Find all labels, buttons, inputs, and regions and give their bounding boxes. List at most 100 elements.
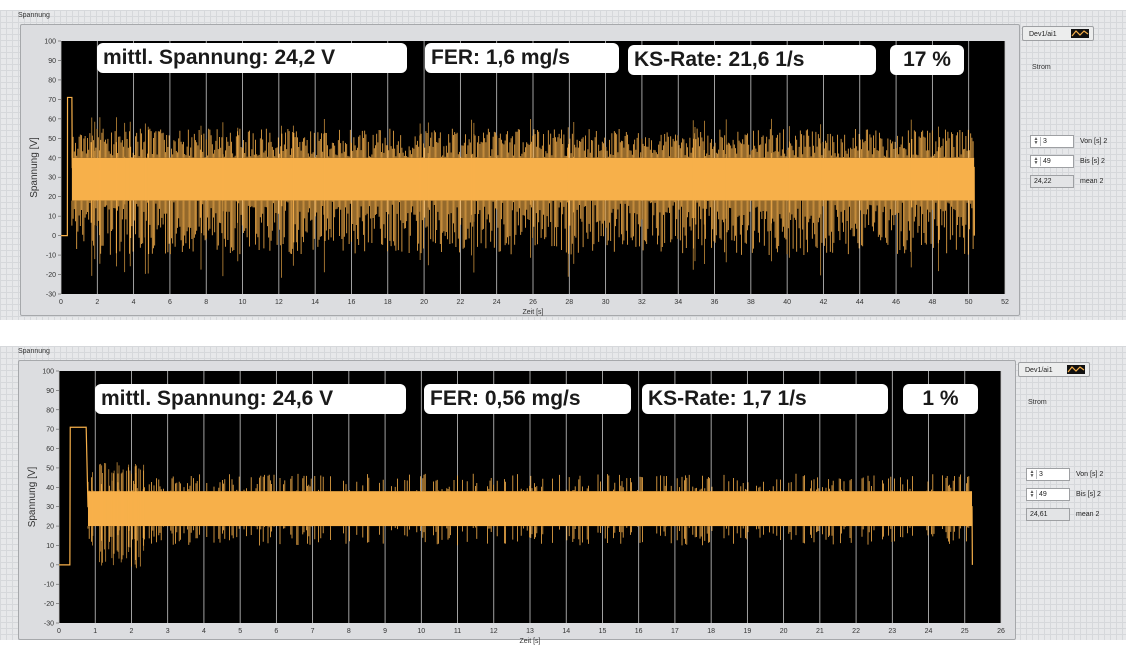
- signal-transients: [91, 117, 939, 278]
- y-tick-label: 40: [48, 155, 56, 162]
- x-tick-label: 26: [529, 299, 537, 306]
- bis-label: Bis [s] 2: [1076, 491, 1101, 498]
- y-tick-label: -20: [46, 272, 56, 279]
- x-tick-label: 14: [562, 628, 570, 635]
- signal-band: [71, 157, 975, 201]
- channel-label: Dev1/ai1: [1025, 367, 1053, 374]
- strom-label: Strom: [1028, 399, 1047, 406]
- x-tick-label: 1: [93, 628, 97, 635]
- x-tick-label: 44: [856, 299, 864, 306]
- y-tick-label: 100: [42, 369, 54, 376]
- y-tick-label: 90: [48, 58, 56, 65]
- y-tick-label: 80: [48, 77, 56, 84]
- von-input[interactable]: ▲ ▼ 3: [1030, 135, 1074, 148]
- y-tick-label: 70: [48, 97, 56, 104]
- signal-spikes: [87, 473, 970, 546]
- x-tick-label: 8: [347, 628, 351, 635]
- x-tick-label: 20: [420, 299, 428, 306]
- y-tick-label: 90: [46, 388, 54, 395]
- x-tick-label: 46: [892, 299, 900, 306]
- x-tick-label: 11: [454, 628, 461, 635]
- x-tick-label: 14: [311, 299, 319, 306]
- x-tick-label: 36: [711, 299, 719, 306]
- x-tick-label: 23: [888, 628, 896, 635]
- x-axis-label: Zeit [s]: [522, 309, 543, 316]
- y-tick-label: 10: [46, 543, 54, 550]
- x-tick-label: 4: [132, 299, 136, 306]
- ks-rate-label: KS-Rate: 21,6 1/s: [628, 45, 876, 75]
- x-tick-label: 17: [671, 628, 679, 635]
- mean-readout: 24,22: [1030, 175, 1074, 188]
- x-tick-label: 18: [384, 299, 392, 306]
- signal-band: [87, 491, 973, 527]
- y-tick-label: 50: [46, 465, 54, 472]
- spin-arrows-icon[interactable]: ▲ ▼: [1028, 470, 1037, 479]
- x-tick-label: 9: [383, 628, 387, 635]
- x-tick-label: 18: [707, 628, 715, 635]
- x-tick-label: 28: [565, 299, 573, 306]
- x-tick-label: 6: [274, 628, 278, 635]
- x-tick-label: 26: [997, 628, 1005, 635]
- bis-input[interactable]: ▲ ▼ 49: [1026, 488, 1070, 501]
- x-tick-label: 4: [202, 628, 206, 635]
- x-tick-label: 7: [311, 628, 315, 635]
- signal-transients: [92, 462, 145, 569]
- x-tick-label: 32: [638, 299, 646, 306]
- x-tick-label: 0: [57, 628, 61, 635]
- channel-label: Dev1/ai1: [1029, 31, 1057, 38]
- mean-voltage-label: mittl. Spannung: 24,6 V: [95, 384, 406, 414]
- x-tick-label: 12: [275, 299, 283, 306]
- panel-title: Spannung: [18, 12, 50, 19]
- von-value: 3: [1043, 138, 1047, 145]
- x-tick-label: 0: [59, 299, 63, 306]
- graph-panel-bottom: Spannung 0 1 2 3 4 5 6 7 8 9 10 11 12 13 14 15 16 17 18 19 2…: [0, 346, 1126, 645]
- bis-label: Bis [s] 2: [1080, 158, 1105, 165]
- y-tick-label: 30: [46, 504, 54, 511]
- y-axis-label: Spannung [V]: [27, 466, 38, 527]
- percent-label: 17 %: [890, 45, 964, 75]
- percent-label: 1 %: [903, 384, 978, 414]
- x-tick-label: 50: [965, 299, 973, 306]
- x-tick-label: 10: [239, 299, 247, 306]
- fer-label: FER: 1,6 mg/s: [425, 43, 619, 73]
- y-tick-label: 50: [48, 136, 56, 143]
- von-input[interactable]: ▲ ▼ 3: [1026, 468, 1070, 481]
- x-tick-label: 3: [166, 628, 170, 635]
- y-tick-label: 100: [44, 39, 56, 46]
- x-tick-label: 30: [602, 299, 610, 306]
- y-tick-label: 10: [48, 214, 56, 221]
- x-tick-label: 16: [348, 299, 356, 306]
- x-tick-label: 13: [526, 628, 534, 635]
- y-tick-label: -30: [46, 292, 56, 299]
- graph-panel-top: Spannung 0 2 4 6 8 10 12 14 16 18 20 22 24 26 28 30 32 34…: [0, 10, 1126, 320]
- x-tick-label: 10: [417, 628, 425, 635]
- x-tick-label: 16: [635, 628, 643, 635]
- x-tick-label: 42: [820, 299, 828, 306]
- x-tick-label: 20: [780, 628, 788, 635]
- channel-legend-button[interactable]: Dev1/ai1: [1018, 362, 1090, 377]
- y-tick-label: 30: [48, 175, 56, 182]
- fer-label: FER: 0,56 mg/s: [424, 384, 631, 414]
- von-label: Von [s] 2: [1080, 138, 1108, 145]
- spin-arrows-icon[interactable]: ▲ ▼: [1032, 157, 1041, 166]
- spin-arrows-icon[interactable]: ▲ ▼: [1032, 137, 1041, 146]
- x-tick-label: 15: [599, 628, 607, 635]
- von-value: 3: [1039, 471, 1043, 478]
- y-tick-label: 40: [46, 485, 54, 492]
- y-tick-label: -20: [44, 601, 54, 608]
- plot-style-icon: [1071, 29, 1089, 38]
- x-tick-label: 8: [204, 299, 208, 306]
- von-label: Von [s] 2: [1076, 471, 1104, 478]
- x-tick-label: 5: [238, 628, 242, 635]
- x-axis-label: Zeit [s]: [519, 638, 540, 645]
- bis-input[interactable]: ▲ ▼ 49: [1030, 155, 1074, 168]
- y-tick-label: 20: [46, 524, 54, 531]
- channel-legend-button[interactable]: Dev1/ai1: [1022, 26, 1094, 41]
- x-tick-label: 52: [1001, 299, 1009, 306]
- x-tick-label: 24: [925, 628, 933, 635]
- y-axis-label: Spannung [V]: [29, 137, 40, 198]
- x-tick-label: 22: [852, 628, 860, 635]
- spin-arrows-icon[interactable]: ▲ ▼: [1028, 490, 1037, 499]
- bis-value: 49: [1043, 158, 1051, 165]
- x-tick-label: 21: [816, 628, 824, 635]
